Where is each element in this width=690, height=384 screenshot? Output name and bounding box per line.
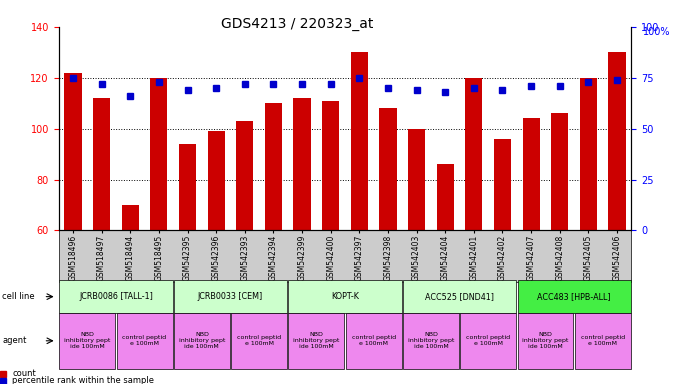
Text: JCRB0033 [CEM]: JCRB0033 [CEM] (198, 292, 263, 301)
Text: JCRB0086 [TALL-1]: JCRB0086 [TALL-1] (79, 292, 153, 301)
Text: NBD
inhibitory pept
ide 100mM: NBD inhibitory pept ide 100mM (179, 332, 225, 349)
Text: cell line: cell line (2, 292, 34, 301)
Text: control peptid
e 100mM: control peptid e 100mM (352, 335, 395, 346)
Text: NBD
inhibitory pept
ide 100mM: NBD inhibitory pept ide 100mM (522, 332, 569, 349)
Text: count: count (12, 369, 36, 378)
Bar (208, 131, 225, 230)
Text: KOPT-K: KOPT-K (331, 292, 359, 301)
Text: control peptid
e 100mM: control peptid e 100mM (237, 335, 281, 346)
Text: ACC525 [DND41]: ACC525 [DND41] (425, 292, 494, 301)
Bar (465, 78, 482, 230)
Text: NBD
inhibitory pept
ide 100mM: NBD inhibitory pept ide 100mM (293, 332, 339, 349)
Bar (179, 144, 196, 230)
Text: agent: agent (2, 336, 26, 345)
Bar (408, 129, 425, 230)
Text: NBD
inhibitory pept
ide 100mM: NBD inhibitory pept ide 100mM (64, 332, 110, 349)
Bar (609, 52, 626, 230)
Text: GDS4213 / 220323_at: GDS4213 / 220323_at (221, 17, 373, 31)
Bar (551, 113, 569, 230)
Bar (380, 108, 397, 230)
Bar (580, 78, 597, 230)
Text: control peptid
e 100mM: control peptid e 100mM (466, 335, 510, 346)
Bar (322, 101, 339, 230)
Bar (93, 98, 110, 230)
Bar (293, 98, 310, 230)
Bar (236, 121, 253, 230)
Text: control peptid
e 100mM: control peptid e 100mM (581, 335, 624, 346)
Bar (351, 52, 368, 230)
Bar (265, 103, 282, 230)
Text: ACC483 [HPB-ALL]: ACC483 [HPB-ALL] (538, 292, 611, 301)
Text: control peptid
e 100mM: control peptid e 100mM (123, 335, 166, 346)
Text: NBD
inhibitory pept
ide 100mM: NBD inhibitory pept ide 100mM (408, 332, 454, 349)
Bar (121, 205, 139, 230)
Bar (522, 118, 540, 230)
Text: 100%: 100% (643, 27, 670, 37)
Bar (494, 139, 511, 230)
Bar (64, 73, 81, 230)
Text: percentile rank within the sample: percentile rank within the sample (12, 376, 155, 384)
Bar (437, 164, 454, 230)
Bar (150, 78, 168, 230)
